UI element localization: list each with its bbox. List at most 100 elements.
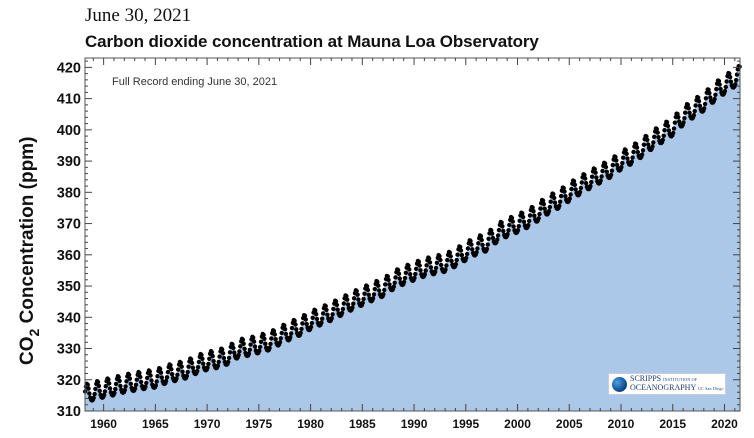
data-point: [345, 297, 350, 302]
data-point: [624, 151, 629, 156]
data-point: [282, 323, 287, 328]
data-point: [454, 257, 459, 263]
data-point: [386, 277, 391, 283]
data-point: [562, 189, 567, 194]
data-point: [309, 320, 315, 326]
data-point: [310, 315, 315, 320]
data-point: [122, 387, 128, 393]
data-point: [428, 265, 434, 270]
data-point: [366, 292, 371, 297]
data-point: [221, 355, 227, 361]
y-tick-label: 310: [57, 404, 81, 420]
co2-area-fill: [85, 66, 740, 411]
data-point: [155, 374, 160, 379]
data-point: [205, 365, 210, 370]
data-point: [433, 269, 438, 274]
data-point: [469, 242, 474, 247]
data-point: [185, 369, 190, 375]
data-point: [579, 180, 584, 185]
data-point: [298, 330, 303, 336]
data-point: [490, 235, 496, 241]
data-point: [656, 135, 661, 140]
data-point: [509, 215, 515, 221]
data-point: [520, 214, 526, 220]
data-point: [395, 267, 401, 273]
data-point: [685, 102, 690, 107]
x-tick-label: 1980: [297, 417, 324, 431]
data-point: [478, 234, 484, 239]
data-point: [248, 342, 253, 347]
data-point: [313, 308, 318, 313]
data-point: [220, 351, 226, 356]
data-point: [593, 170, 598, 175]
data-point: [226, 355, 232, 361]
data-point: [417, 263, 422, 268]
data-point: [137, 370, 142, 376]
data-point: [470, 247, 475, 252]
data-point: [252, 344, 258, 349]
data-point: [666, 128, 672, 133]
data-point: [665, 123, 671, 129]
data-point: [144, 380, 149, 386]
data-point: [157, 366, 163, 372]
data-point: [527, 213, 533, 218]
y-tick-label: 400: [57, 123, 81, 139]
data-point: [600, 168, 605, 174]
data-point: [696, 99, 702, 104]
data-point: [479, 237, 484, 243]
data-point: [138, 374, 143, 380]
data-point: [242, 346, 247, 351]
x-tick-label: 1985: [349, 417, 376, 431]
data-point: [340, 306, 346, 312]
data-point: [91, 395, 96, 401]
data-point: [530, 205, 535, 210]
data-point: [414, 266, 419, 271]
data-point: [237, 349, 242, 354]
data-point: [251, 335, 256, 340]
data-point: [516, 224, 521, 229]
data-point: [196, 359, 202, 365]
data-point: [552, 200, 558, 205]
data-point: [209, 350, 214, 355]
data-point: [304, 321, 309, 327]
data-point: [733, 82, 738, 87]
data-point: [439, 262, 444, 268]
data-point: [207, 356, 212, 361]
data-point: [406, 263, 411, 268]
data-point: [621, 155, 626, 160]
data-point: [279, 330, 284, 336]
data-point: [608, 172, 614, 178]
data-point: [592, 166, 597, 172]
data-point: [712, 96, 717, 102]
data-point: [547, 204, 553, 210]
data-point: [501, 228, 506, 234]
data-point: [113, 381, 119, 387]
data-point: [676, 114, 681, 120]
data-point: [132, 386, 138, 391]
data-point: [350, 305, 355, 310]
data-point: [693, 103, 698, 108]
data-point: [97, 388, 102, 393]
y-tick-label: 380: [57, 185, 81, 201]
data-point: [370, 296, 376, 301]
data-point: [445, 257, 450, 263]
data-point: [418, 268, 423, 273]
data-point: [289, 325, 295, 331]
data-point: [541, 201, 546, 207]
data-point: [335, 307, 340, 312]
y-axis-label: CO2 Concentration (ppm): [17, 137, 42, 365]
data-point: [190, 365, 196, 370]
data-point: [258, 339, 264, 344]
y-tick-label: 420: [57, 60, 81, 76]
y-tick-label: 350: [57, 279, 81, 295]
data-point: [220, 347, 225, 352]
data-point: [495, 233, 501, 238]
data-point: [299, 326, 304, 332]
data-points-layer: [82, 63, 742, 403]
x-tick-label: 2005: [556, 417, 583, 431]
data-point: [118, 383, 123, 389]
data-point: [526, 223, 531, 228]
data-point: [292, 318, 297, 323]
data-point: [558, 193, 564, 199]
data-point: [407, 267, 412, 272]
